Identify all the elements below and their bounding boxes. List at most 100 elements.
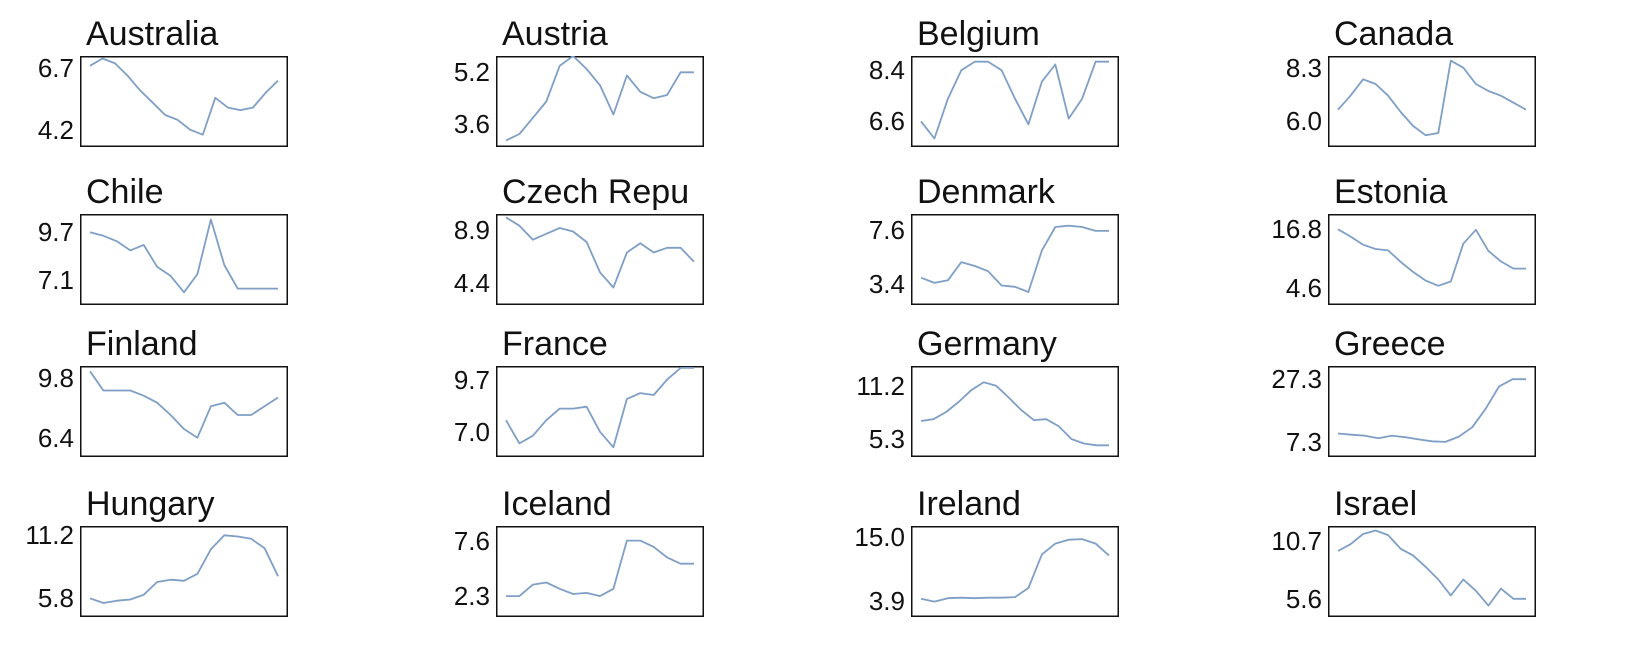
panel-title: Ireland [917,485,1021,523]
series-line [1337,378,1526,443]
plot-frame [496,366,704,457]
plot-area [911,214,1119,305]
panel-title: Belgium [917,15,1040,53]
y-tick-label: 7.1 [37,264,74,295]
plot-frame [911,526,1119,617]
plot-frame [80,214,288,305]
plot-area [80,214,288,305]
panel-hungary: Hungary 11.2 5.8 [25,484,288,617]
y-tick-label: 6.7 [37,53,74,84]
plot-frame [80,366,288,457]
plot-area [1328,366,1536,457]
y-tick-label: 9.8 [37,363,74,394]
y-tick-label: 5.8 [37,583,74,614]
panel-title: Germany [917,325,1057,363]
plot-area [80,366,288,457]
panel-title: Czech Repu [502,173,690,211]
plot-frame [496,526,704,617]
panel-title: Finland [86,325,198,363]
panel-france: France 9.7 7.0 [454,324,704,457]
y-tick-label: 5.6 [1285,583,1322,614]
panel-title: Greece [1334,325,1446,363]
plot-frame [1328,56,1536,147]
y-tick-label: 3.6 [453,109,490,140]
series-line [920,381,1109,447]
panel-finland: Finland 9.8 6.4 [38,324,288,457]
plot-area [1328,526,1536,617]
y-tick-label: 27.3 [1271,364,1322,395]
y-tick-label: 4.2 [37,114,74,145]
plot-area [1328,214,1536,305]
y-tick-label: 3.9 [868,585,905,616]
panel-chile: Chile 9.7 7.1 [38,172,288,305]
y-tick-label: 3.4 [868,269,905,300]
plot-frame [80,526,288,617]
y-tick-label: 11.2 [25,520,74,551]
plot-area [80,526,288,617]
panel-estonia: Estonia 16.8 4.6 [1271,172,1536,305]
panel-austria: Austria 5.2 3.6 [454,14,704,147]
y-tick-label: 7.6 [453,525,490,556]
y-tick-label: 6.4 [37,422,74,453]
panel-ireland: Ireland 15.0 3.9 [854,484,1119,617]
panel-belgium: Belgium 8.4 6.6 [869,14,1119,147]
plot-area [911,526,1119,617]
plot-frame [1328,214,1536,305]
series-line [505,56,694,142]
panel-iceland: Iceland 7.6 2.3 [454,484,704,617]
panel-title: Chile [86,173,164,211]
y-tick-label: 5.3 [868,423,905,454]
y-tick-label: 2.3 [453,581,490,612]
panel-title: Austria [502,15,608,53]
y-tick-label: 10.7 [1271,525,1322,556]
panel-title: France [502,325,608,363]
plot-area [496,526,704,617]
panel-title: Australia [86,15,219,53]
y-tick-label: 9.7 [37,217,74,248]
series-line [89,57,279,136]
panel-greece: Greece 27.3 7.3 [1271,324,1536,457]
series-line [920,538,1110,603]
panel-title: Estonia [1334,173,1448,211]
series-line [89,370,279,439]
y-tick-label: 8.4 [868,55,905,86]
y-tick-label: 6.6 [868,106,905,137]
plot-area [1328,56,1536,147]
series-line [1337,228,1526,287]
series-line [1337,529,1526,607]
y-tick-label: 15.0 [854,522,905,553]
plot-frame [496,56,704,147]
panel-czech-repu: Czech Repu 8.9 4.4 [454,172,704,305]
panel-title: Israel [1334,485,1418,523]
y-tick-label: 7.3 [1285,426,1322,457]
y-tick-label: 4.4 [453,267,490,298]
y-tick-label: 4.6 [1285,272,1322,303]
y-tick-label: 8.9 [453,215,490,246]
panel-title: Iceland [502,485,612,523]
y-tick-label: 6.0 [1285,106,1322,137]
plot-area [911,56,1119,147]
panel-israel: Israel 10.7 5.6 [1271,484,1536,617]
y-tick-label: 9.7 [453,364,490,395]
plot-area [496,56,704,147]
plot-frame [496,214,704,305]
series-line [89,534,279,604]
y-tick-label: 5.2 [453,57,490,88]
panel-canada: Canada 8.3 6.0 [1286,14,1536,147]
panel-title: Canada [1334,15,1454,53]
plot-area [80,56,288,147]
plot-frame [911,214,1119,305]
panel-denmark: Denmark 7.6 3.4 [869,172,1119,305]
y-tick-label: 8.3 [1285,52,1322,83]
panel-title: Hungary [86,485,215,523]
y-tick-label: 7.6 [868,214,905,245]
plot-frame [1328,366,1536,457]
series-line [1337,59,1527,137]
series-line [505,216,695,289]
y-tick-label: 7.0 [453,416,490,447]
panel-germany: Germany 11.2 5.3 [856,324,1119,457]
series-line [505,367,694,449]
series-line [89,218,278,294]
y-tick-label: 11.2 [856,370,905,401]
